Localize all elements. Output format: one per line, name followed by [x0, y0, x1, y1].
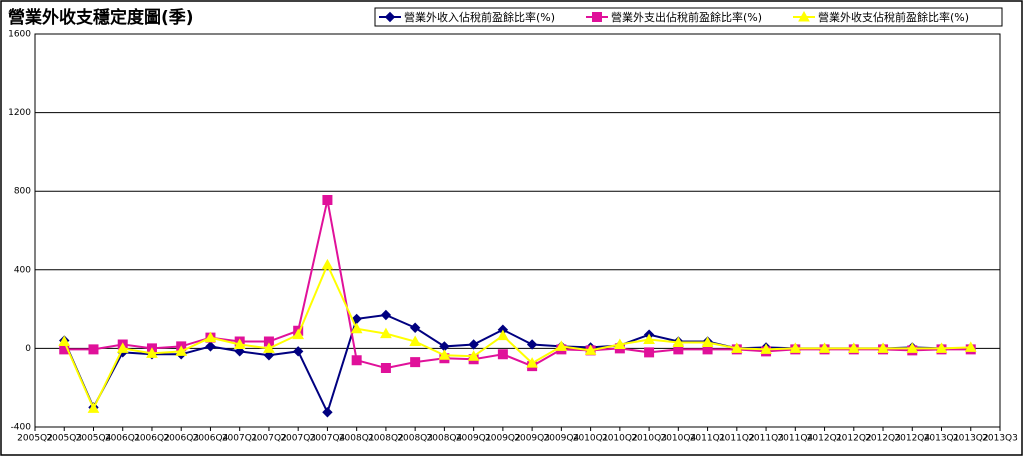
- x-tick-label: 2006Q4: [193, 434, 229, 444]
- legend-marker: [798, 10, 810, 22]
- data-point: [410, 357, 421, 368]
- x-tick-label: 2010Q4: [660, 434, 696, 444]
- data-point: [146, 347, 158, 358]
- legend-label: 營業外支出佔稅前盈餘比率(%): [611, 10, 762, 24]
- x-tick-label: 2009Q1: [456, 434, 492, 444]
- data-point: [380, 363, 391, 374]
- data-point: [204, 331, 217, 343]
- x-tick-label: 2010Q1: [573, 434, 609, 444]
- data-point: [526, 357, 538, 368]
- legend-label: 營業外收入佔稅前盈餘比率(%): [404, 10, 555, 24]
- x-tick-label: 2007Q1: [222, 434, 258, 444]
- x-tick-label: 2011Q4: [777, 434, 813, 444]
- series-line: [63, 262, 971, 411]
- data-point: [789, 342, 802, 353]
- legend-label: 營業外收支佔稅前盈餘比率(%): [818, 10, 969, 24]
- legend-box: [374, 7, 1003, 27]
- x-tick-label: 2011Q1: [690, 434, 726, 444]
- x-tick-label: 2012Q4: [894, 434, 930, 444]
- data-point: [526, 339, 538, 350]
- y-tick-label: 0: [25, 344, 31, 354]
- x-tick-label: 2013Q2: [953, 434, 989, 444]
- data-point: [497, 349, 508, 360]
- data-point: [935, 342, 948, 353]
- x-tick-label: 2008Q2: [368, 434, 404, 444]
- data-point: [234, 346, 245, 357]
- data-point: [263, 350, 275, 361]
- x-tick-label: 2011Q3: [748, 434, 784, 444]
- y-tick-label: 1200: [8, 108, 31, 118]
- x-tick-label: 2009Q2: [485, 434, 521, 444]
- data-point: [350, 322, 363, 334]
- x-tick-label: 2008Q4: [427, 434, 463, 444]
- x-tick-label: 2006Q1: [105, 434, 141, 444]
- data-point: [116, 342, 129, 353]
- data-point: [175, 345, 188, 356]
- data-point: [438, 349, 451, 360]
- x-tick-label: 2007Q3: [280, 434, 316, 444]
- y-tick-label: -400: [11, 423, 32, 433]
- data-point: [701, 336, 714, 348]
- data-point: [321, 258, 334, 270]
- y-tick-label: 1600: [8, 30, 31, 40]
- data-point: [818, 342, 831, 353]
- data-point: [380, 327, 392, 339]
- x-tick-label: 2008Q3: [397, 434, 433, 444]
- data-point: [760, 343, 772, 354]
- data-point: [847, 342, 860, 353]
- data-point: [292, 346, 304, 357]
- data-point: [643, 333, 655, 345]
- legend-marker: [592, 12, 602, 22]
- data-point: [87, 402, 100, 413]
- plot-area: [34, 33, 1001, 428]
- y-tick-label: 400: [14, 265, 31, 275]
- x-tick-label: 2013Q3: [982, 434, 1018, 444]
- data-point: [555, 340, 568, 351]
- data-point: [263, 342, 275, 353]
- x-tick-label: 2012Q2: [836, 434, 872, 444]
- data-point: [906, 342, 919, 353]
- x-tick-label: 2012Q3: [865, 434, 901, 444]
- x-tick-label: 2005Q3: [46, 434, 82, 444]
- x-tick-label: 2007Q2: [251, 434, 287, 444]
- data-point: [730, 342, 743, 353]
- x-tick-label: 2009Q4: [544, 434, 580, 444]
- data-point: [409, 322, 421, 333]
- data-point: [322, 195, 333, 206]
- x-tick-label: 2013Q1: [924, 434, 960, 444]
- x-tick-label: 2010Q3: [631, 434, 667, 444]
- x-tick-label: 2005Q2: [17, 434, 53, 444]
- data-point: [644, 347, 655, 358]
- x-tick-label: 2010Q2: [602, 434, 638, 444]
- x-tick-label: 2006Q3: [163, 434, 199, 444]
- x-tick-label: 2007Q4: [310, 434, 346, 444]
- data-point: [322, 407, 333, 418]
- data-point: [467, 350, 480, 361]
- data-point: [292, 328, 305, 340]
- x-tick-label: 2005Q4: [76, 434, 112, 444]
- y-tick-label: 800: [14, 187, 31, 197]
- data-point: [351, 355, 362, 366]
- data-point: [672, 336, 685, 348]
- data-point: [205, 341, 216, 352]
- legend-marker: [384, 11, 396, 23]
- chart-title: 營業外收支穩定度圖(季): [8, 7, 194, 28]
- x-tick-label: 2011Q2: [719, 434, 755, 444]
- data-point: [88, 344, 99, 355]
- x-tick-label: 2012Q1: [807, 434, 843, 444]
- data-point: [233, 338, 246, 349]
- data-point: [964, 341, 977, 352]
- data-point: [877, 342, 889, 353]
- x-tick-label: 2006Q2: [134, 434, 170, 444]
- x-tick-label: 2008Q1: [339, 434, 375, 444]
- x-tick-label: 2009Q3: [514, 434, 550, 444]
- data-point: [468, 339, 479, 350]
- data-point: [584, 344, 597, 355]
- data-point: [380, 309, 392, 321]
- data-point: [613, 338, 626, 349]
- data-point: [497, 329, 509, 341]
- data-point: [409, 335, 422, 347]
- data-point: [58, 335, 71, 347]
